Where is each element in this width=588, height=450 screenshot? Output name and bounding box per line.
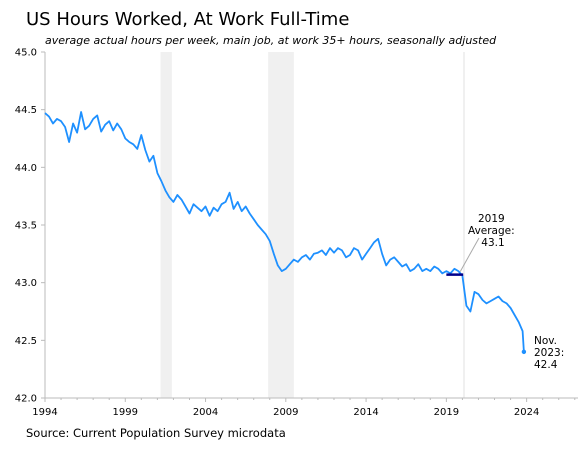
annotation-2019-line-2: Average: <box>468 225 515 237</box>
series-line <box>44 111 525 352</box>
y-tick-label: 42.5 <box>15 336 37 347</box>
annotation-latest-line-1: Nov. <box>534 335 557 347</box>
chart-title: US Hours Worked, At Work Full-Time <box>26 9 349 30</box>
annotation-2019-average: 2019 Average: 43.1 <box>468 213 518 249</box>
x-tick-label: 2024 <box>514 407 539 418</box>
y-tick-label: 43.5 <box>15 221 37 232</box>
x-tick-label: 1999 <box>113 407 138 418</box>
x-tick-label: 2019 <box>434 407 459 418</box>
recession-band-1 <box>268 52 294 398</box>
annotation-leader-line <box>459 237 480 272</box>
x-tick-label: 2004 <box>193 407 218 418</box>
y-tick-label: 42.0 <box>15 394 37 405</box>
annotation-latest-line-2: 2023: <box>534 347 564 359</box>
annotation-2019-line-1: 2019 <box>478 213 505 225</box>
latest-point-marker <box>521 349 527 355</box>
x-tick-label: 1994 <box>32 407 57 418</box>
y-tick-label: 45.0 <box>15 48 37 59</box>
source-note: Source: Current Population Survey microd… <box>26 426 286 440</box>
y-tick-label: 44.0 <box>15 163 37 174</box>
recession-shading <box>160 52 294 398</box>
y-tick-label: 43.0 <box>15 278 37 289</box>
x-tick-label: 2014 <box>353 407 378 418</box>
x-tick-label: 2009 <box>273 407 298 418</box>
x-axis-ticks: 1994 1999 2004 2009 2014 2019 2024 <box>32 398 576 418</box>
y-tick-label: 44.5 <box>15 105 37 116</box>
chart-subtitle: average actual hours per week, main job,… <box>45 34 497 47</box>
annotation-2019-line-3: 43.1 <box>481 237 504 249</box>
annotation-latest: Nov. 2023: 42.4 <box>534 335 568 371</box>
recession-band-0 <box>160 52 172 398</box>
annotation-latest-line-3: 42.4 <box>534 359 558 371</box>
y-axis-ticks: 42.0 42.5 43.0 43.5 44.0 44.5 45.0 <box>15 48 45 405</box>
